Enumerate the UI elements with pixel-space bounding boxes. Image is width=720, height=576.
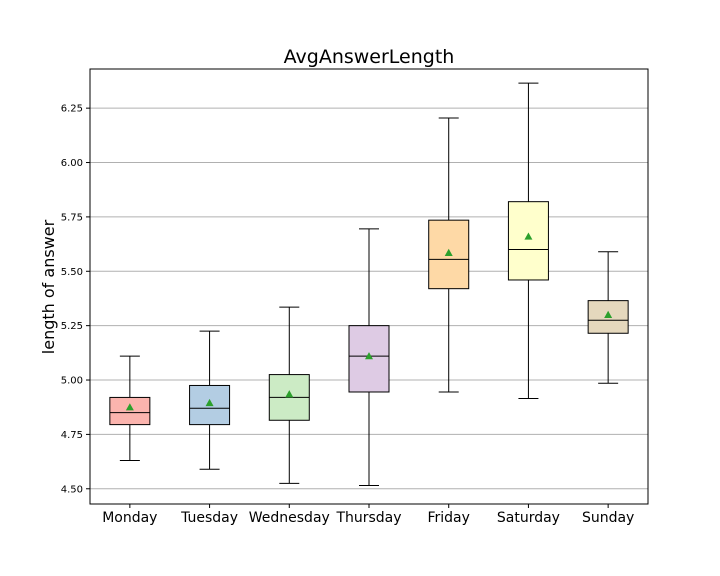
iqr-box: [109, 396, 151, 426]
y-tick-label: 5.25: [61, 321, 83, 332]
y-tick-label: 4.75: [61, 430, 83, 441]
box-saturday: [507, 82, 549, 400]
box-monday: [109, 355, 151, 461]
iqr-box: [507, 201, 549, 281]
mean-marker: [524, 232, 533, 240]
mean-marker: [205, 398, 214, 407]
x-tick-label: Friday: [427, 510, 469, 526]
x-tick-label: Wednesday: [249, 510, 330, 526]
y-tick-label: 5.00: [61, 376, 83, 387]
box-thursday: [348, 228, 390, 487]
y-tick-label: 6.00: [61, 158, 83, 169]
y-axis-ticks: 4.50 4.75 5.00 5.25 5.50 5.75 6.00 6.25: [61, 104, 90, 495]
mean-marker: [444, 248, 453, 256]
y-tick-label: 4.50: [61, 484, 83, 495]
x-tick-label: Sunday: [582, 510, 634, 526]
y-axis-label: length of answer: [39, 219, 58, 354]
y-tick-label: 6.25: [61, 104, 83, 115]
x-tick-label: Monday: [102, 510, 157, 526]
box-friday: [428, 117, 470, 393]
x-tick-label: Tuesday: [180, 510, 238, 526]
x-tick-label: Thursday: [335, 510, 401, 526]
y-tick-label: 5.75: [61, 212, 83, 223]
x-axis-ticks: Monday Tuesday Wednesday Thursday Friday Satu…: [102, 504, 634, 526]
box-wednesday: [268, 306, 310, 484]
box-sunday: [587, 251, 629, 384]
box-tuesday: [189, 330, 231, 470]
box-series: [109, 82, 629, 487]
x-tick-label: Saturday: [497, 510, 560, 526]
y-tick-label: 5.50: [61, 267, 83, 278]
mean-marker: [365, 352, 373, 360]
mean-marker: [285, 390, 294, 398]
mean-marker: [604, 310, 613, 318]
mean-marker: [125, 403, 134, 411]
chart-title: AvgAnswerLength: [284, 46, 455, 68]
